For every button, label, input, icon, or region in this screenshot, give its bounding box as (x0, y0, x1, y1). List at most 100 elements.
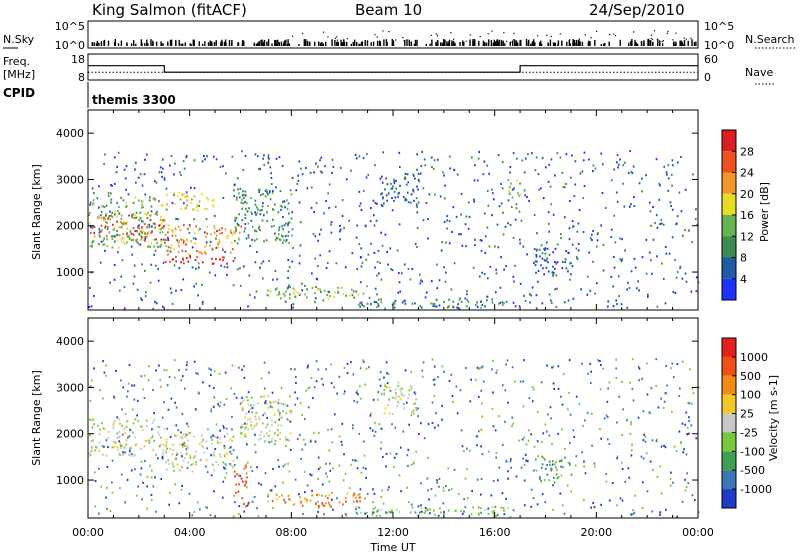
echo-cell (311, 286, 314, 289)
echo-cell (630, 170, 633, 173)
echo-cell (416, 246, 418, 249)
nsky-bar (383, 39, 385, 46)
echo-cell (575, 395, 578, 398)
echo-cell (205, 241, 208, 244)
echo-cell (164, 233, 167, 236)
echo-cell (359, 496, 361, 499)
echo-cell (244, 207, 247, 210)
echo-cell (412, 173, 415, 176)
echo-cell (160, 238, 163, 241)
echo-cell (373, 251, 376, 254)
echo-cell (392, 413, 394, 416)
echo-cell (179, 443, 182, 446)
echo-cell (139, 243, 142, 246)
echo-cell (425, 291, 428, 294)
echo-cell (131, 216, 134, 219)
echo-cell (655, 358, 658, 361)
nsky-bar (354, 39, 356, 46)
echo-cell (202, 438, 204, 441)
echo-cell (263, 435, 265, 438)
echo-cell (191, 266, 194, 269)
nsearch-point (346, 38, 348, 40)
echo-cell (107, 192, 110, 195)
nsky-bar (531, 41, 534, 46)
nsky-bar (169, 39, 172, 46)
echo-cell (143, 396, 146, 399)
echo-cell (613, 214, 616, 217)
echo-cell (306, 187, 309, 190)
echo-cell (228, 447, 231, 450)
echo-cell (351, 288, 353, 291)
echo-cell (142, 388, 144, 391)
echo-cell (153, 439, 156, 442)
echo-cell (480, 306, 482, 309)
echo-cell (559, 156, 562, 159)
echo-cell (260, 395, 263, 398)
echo-cell (334, 291, 336, 294)
echo-cell (277, 424, 280, 427)
echo-cell (610, 179, 613, 182)
echo-cell (154, 212, 157, 215)
echo-cell (508, 186, 511, 189)
echo-cell (89, 203, 91, 206)
echo-cell (656, 475, 659, 478)
echo-cell (616, 154, 619, 157)
echo-cell (150, 493, 153, 496)
echo-cell (89, 400, 92, 403)
echo-cell (311, 272, 313, 275)
echo-cell (174, 376, 176, 379)
echo-cell (93, 232, 96, 235)
echo-cell (365, 258, 367, 261)
echo-cell (222, 461, 224, 464)
echo-cell (144, 193, 147, 196)
echo-cell (374, 266, 376, 269)
echo-cell (545, 259, 548, 262)
echo-cell (415, 409, 418, 412)
echo-cell (179, 229, 182, 232)
echo-cell (530, 433, 532, 436)
echo-cell (458, 307, 461, 310)
echo-cell (212, 434, 214, 437)
echo-cell (567, 252, 570, 255)
echo-cell (126, 232, 129, 235)
echo-cell (590, 506, 592, 509)
echo-cell (393, 456, 396, 459)
nsearch-point (613, 33, 615, 35)
echo-cell (91, 187, 94, 190)
echo-cell (104, 153, 106, 156)
echo-cell (197, 262, 200, 265)
echo-cell (535, 253, 538, 256)
echo-cell (548, 460, 551, 463)
echo-cell (257, 515, 260, 518)
echo-cell (301, 413, 303, 416)
echo-cell (616, 457, 618, 460)
nsky-bar (504, 43, 506, 46)
nsky-bar (534, 42, 536, 46)
echo-cell (105, 364, 107, 367)
echo-cell (651, 439, 654, 442)
echo-cell (140, 230, 142, 233)
echo-cell (276, 237, 279, 240)
echo-cell (560, 233, 562, 236)
echo-cell (684, 229, 686, 232)
echo-cell (226, 452, 228, 455)
echo-cell (265, 426, 268, 429)
echo-cell (589, 237, 592, 240)
nsearch-point (403, 40, 405, 42)
echo-cell (145, 419, 148, 422)
echo-cell (94, 449, 96, 452)
echo-cell (430, 302, 432, 305)
echo-cell (244, 213, 246, 216)
echo-cell (522, 245, 525, 248)
nsky-bar (628, 42, 630, 46)
echo-cell (213, 451, 216, 454)
freq-label: Freq. (3, 55, 30, 68)
echo-cell (381, 175, 383, 178)
echo-cell (180, 238, 182, 241)
echo-cell (262, 260, 265, 263)
nsky-bar (283, 42, 285, 46)
echo-cell (359, 302, 361, 305)
echo-cell (423, 512, 426, 515)
echo-cell (275, 400, 278, 403)
